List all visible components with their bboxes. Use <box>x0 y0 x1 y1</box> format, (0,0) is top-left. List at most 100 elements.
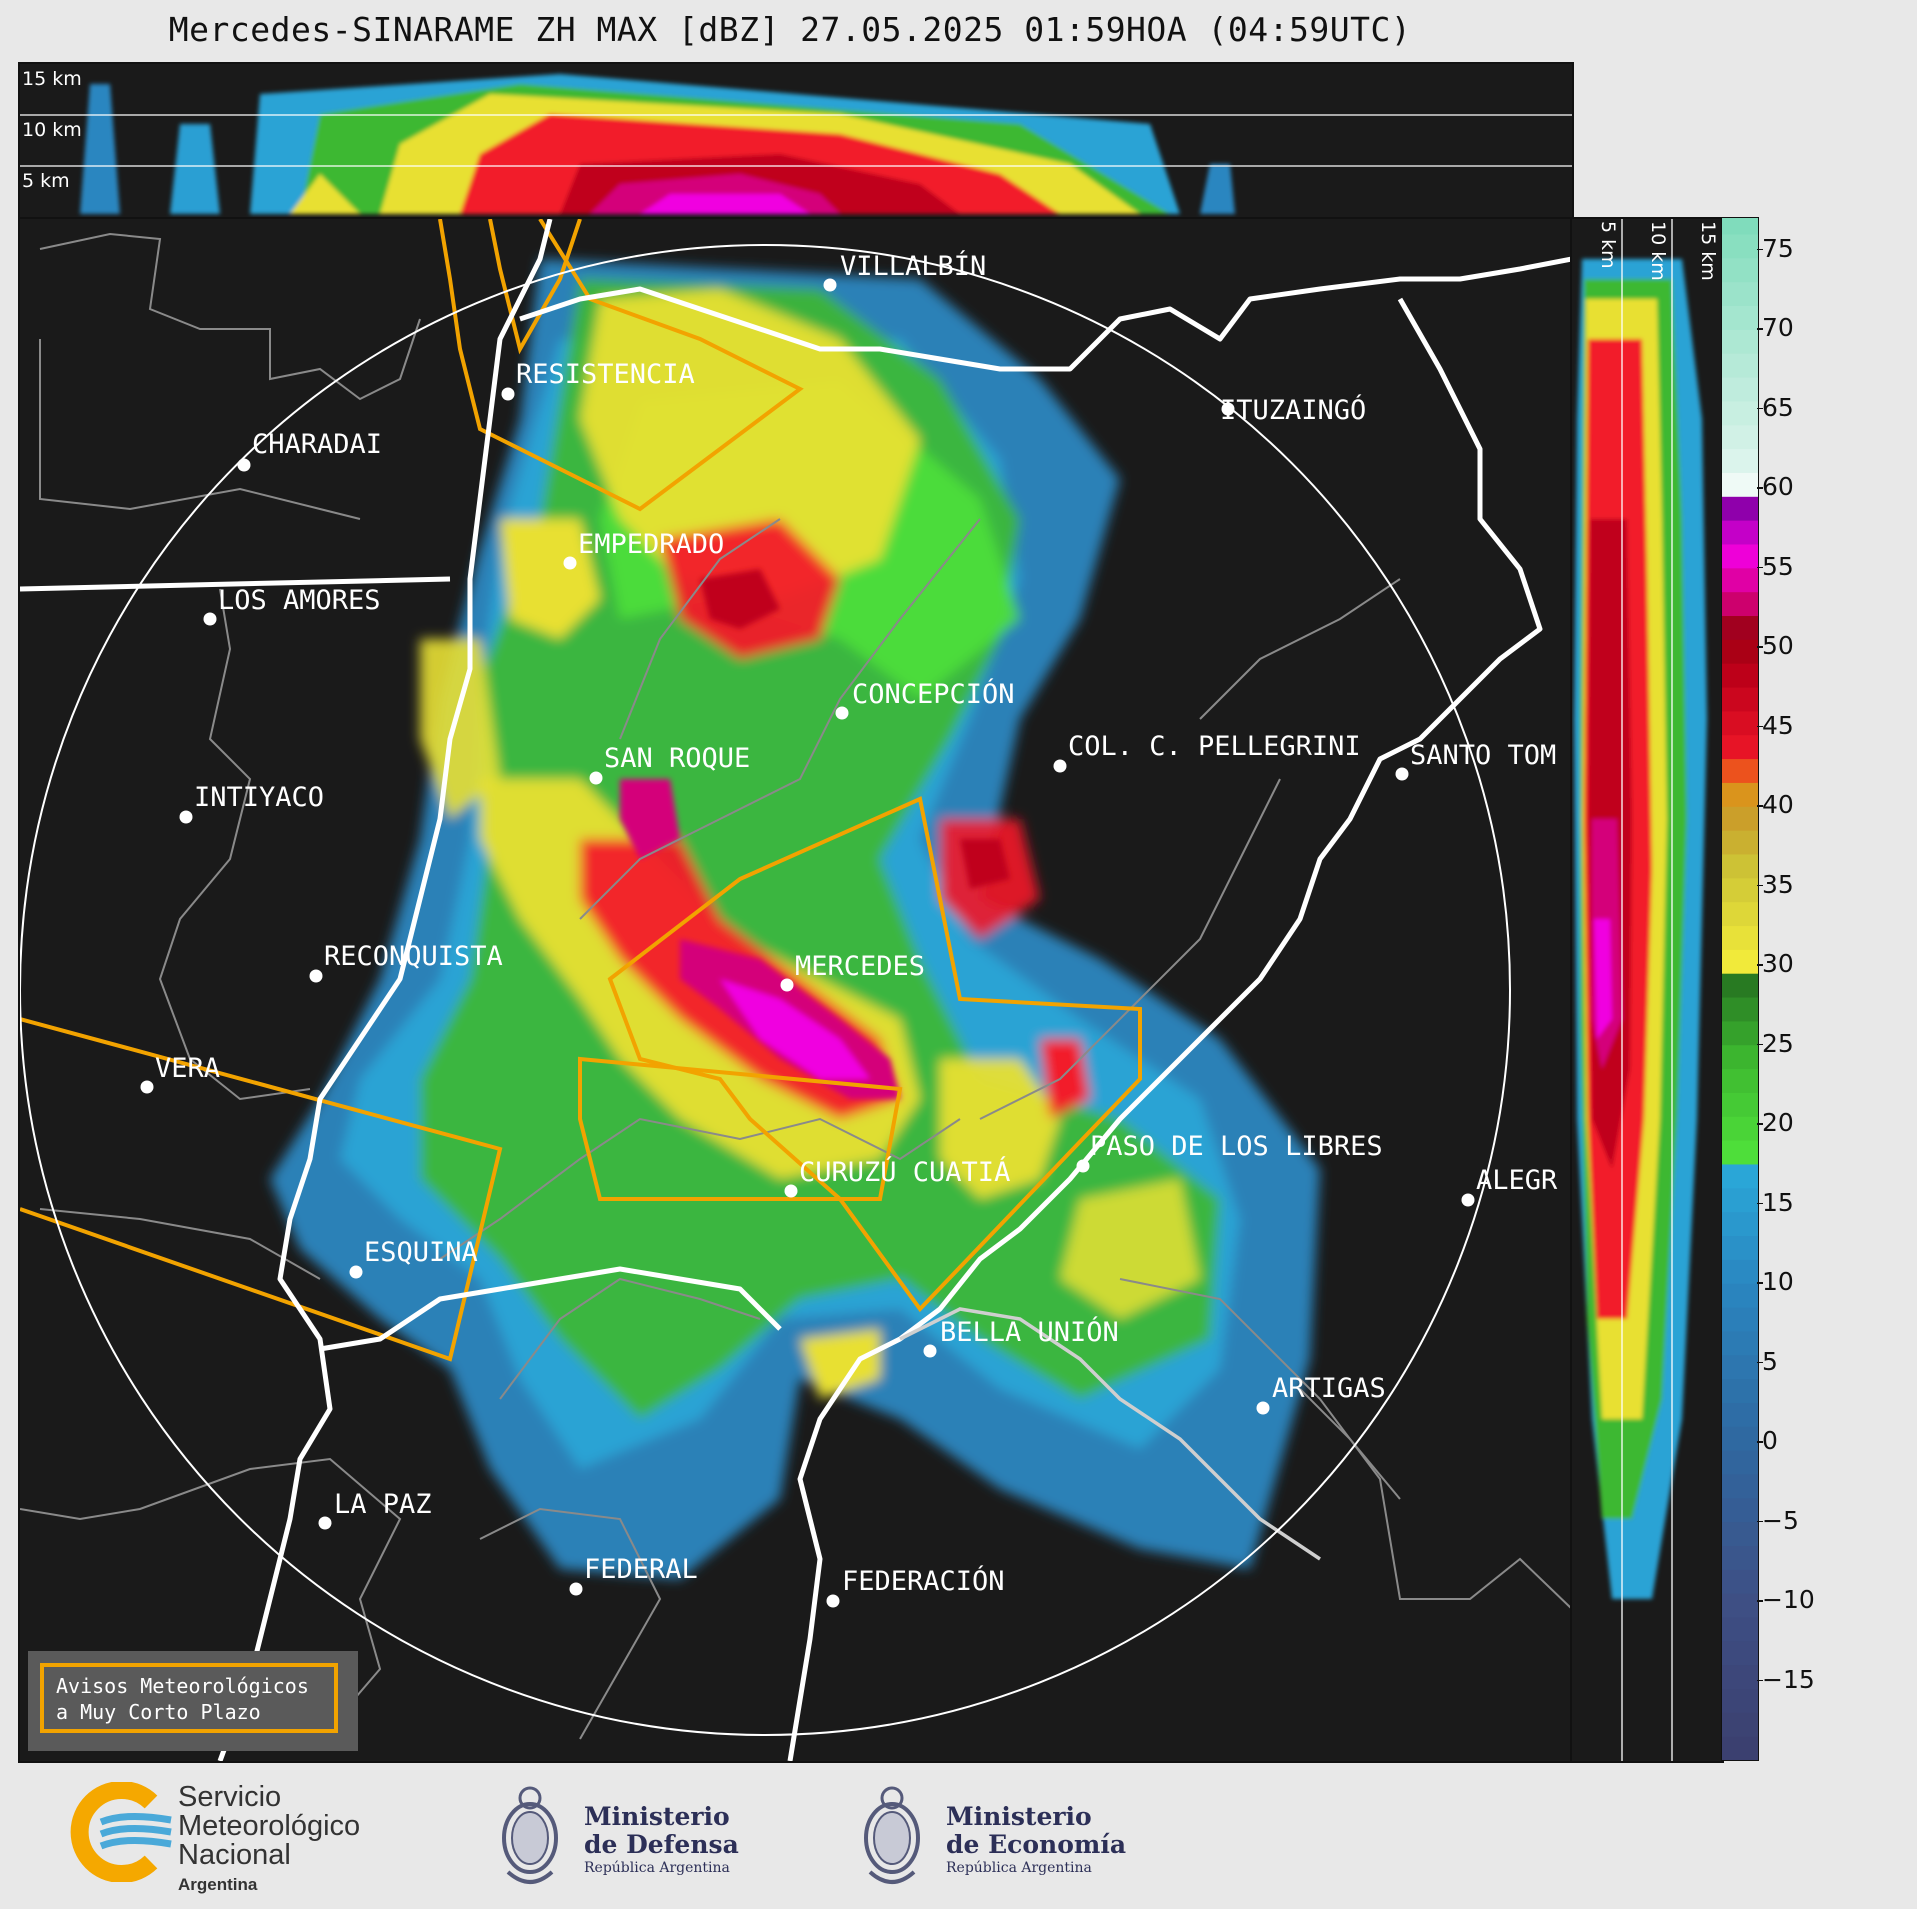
colorbar-tick-mark <box>1757 725 1763 728</box>
colorbar-segment <box>1722 1712 1758 1737</box>
city-dot-santo-tome[interactable] <box>1395 767 1409 781</box>
colorbar-tick-mark <box>1757 884 1763 887</box>
city-label-federacion: FEDERACIÓN <box>842 1565 1005 1597</box>
colorbar-segment <box>1722 1187 1758 1213</box>
radar-map[interactable]: VILLALBÍN RESISTENCIA ITUZAINGÓ CHARADAI… <box>18 217 1574 1763</box>
colorbar-segment <box>1722 281 1758 307</box>
uruguay-border <box>899 1307 1321 1561</box>
radar-map-svg[interactable]: VILLALBÍN RESISTENCIA ITUZAINGÓ CHARADAI… <box>20 219 1572 1761</box>
colorbar-segment <box>1722 1497 1758 1523</box>
city-dot-col-pellegrini[interactable] <box>1053 759 1067 773</box>
defensa-wordmark: Ministerio de Defensa República Argentin… <box>584 1803 739 1877</box>
city-label-col-pellegrini: COL. C. PELLEGRINI <box>1068 731 1361 762</box>
defensa-sub: República Argentina <box>584 1860 730 1876</box>
colorbar-tick-label: −5 <box>1762 1505 1799 1535</box>
colorbar-segment <box>1722 639 1758 664</box>
city-dot-federacion[interactable] <box>826 1594 840 1608</box>
city-dot-reconquista[interactable] <box>309 969 323 983</box>
colorbar-tick-label: 30 <box>1762 949 1794 979</box>
city-label-artigas: ARTIGAS <box>1272 1373 1386 1404</box>
right-height-profile: 5 km 10 km 15 km <box>1570 217 1724 1763</box>
city-dot-san-roque[interactable] <box>589 771 603 785</box>
economia-line2: de Economía <box>946 1830 1127 1859</box>
colorbar-segment <box>1722 1664 1758 1690</box>
colorbar-tick-label: 0 <box>1762 1426 1778 1456</box>
right-height-label-15: 15 km <box>1697 221 1719 281</box>
colorbar-tick-label: 40 <box>1762 790 1794 820</box>
colorbar-segment <box>1722 1354 1758 1380</box>
smn-line2: Meteorológico <box>178 1810 361 1842</box>
city-label-intiyaco: INTIYACO <box>194 782 324 813</box>
colorbar-tick-mark <box>1757 1123 1763 1125</box>
colorbar-tick-label: 20 <box>1762 1108 1794 1138</box>
dbz-colorbar-svg <box>1722 210 1758 1761</box>
city-dot-charadai[interactable] <box>237 458 251 472</box>
colorbar-segment <box>1722 1211 1758 1237</box>
city-dot-ituzaingo[interactable] <box>1221 402 1235 416</box>
colorbar-tick-mark <box>1757 248 1763 251</box>
city-dot-esquina[interactable] <box>349 1265 363 1279</box>
top-height-label-10: 10 km <box>22 119 82 141</box>
city-dot-bella-union[interactable] <box>923 1344 937 1358</box>
colorbar-tick-mark <box>1757 1600 1763 1602</box>
city-dot-la-paz[interactable] <box>318 1516 332 1530</box>
colorbar-segment <box>1722 1545 1758 1570</box>
city-dot-paso-de-los-libres[interactable] <box>1076 1159 1090 1173</box>
city-dot-vera[interactable] <box>140 1080 154 1094</box>
economia-wordmark: Ministerio de Economía República Argenti… <box>946 1803 1126 1877</box>
colorbar-segment <box>1722 1044 1758 1070</box>
colorbar-segment <box>1722 949 1758 974</box>
colorbar-tick-mark <box>1757 328 1763 330</box>
colorbar-segment <box>1722 830 1758 855</box>
colorbar-segment <box>1722 615 1758 640</box>
city-label-federal: FEDERAL <box>584 1554 698 1585</box>
colorbar-tick-mark <box>1757 1282 1763 1284</box>
colorbar-tick-label: −15 <box>1762 1664 1815 1694</box>
colorbar-tick-label: 10 <box>1762 1267 1794 1297</box>
colorbar-tick-label: 15 <box>1762 1187 1794 1217</box>
city-dot-concepcion[interactable] <box>835 706 849 720</box>
national-borders <box>20 219 1572 1761</box>
colorbar-segment <box>1722 925 1758 950</box>
defensa-line2: de Defensa <box>584 1830 739 1859</box>
city-label-charadai: CHARADAI <box>252 429 382 460</box>
city-dot-intiyaco[interactable] <box>179 810 193 824</box>
colorbar-segment <box>1722 1426 1758 1451</box>
colorbar-segment <box>1722 210 1758 235</box>
city-dot-resistencia[interactable] <box>501 387 515 401</box>
colorbar-segment <box>1722 686 1758 712</box>
colorbar-segment <box>1722 1068 1758 1093</box>
colorbar-tick-label: 70 <box>1762 313 1794 343</box>
colorbar-segment <box>1722 472 1758 497</box>
city-dot-alegrete[interactable] <box>1461 1193 1475 1207</box>
economia-line1: Ministerio <box>946 1802 1092 1831</box>
smn-line1: Servicio <box>178 1781 282 1813</box>
city-label-san-roque: SAN ROQUE <box>604 743 750 774</box>
city-dot-federal[interactable] <box>569 1582 583 1596</box>
defensa-coat-of-arms-icon <box>502 1786 558 1884</box>
colorbar-segment <box>1722 424 1758 450</box>
city-markers[interactable]: VILLALBÍN RESISTENCIA ITUZAINGÓ CHARADAI… <box>140 250 1559 1608</box>
colorbar-tick-mark <box>1757 1202 1763 1205</box>
city-dot-los-amores[interactable] <box>203 612 217 626</box>
colorbar-tick-mark <box>1757 964 1763 966</box>
colorbar-tick-label: 75 <box>1762 233 1794 263</box>
warnings-legend-frame[interactable]: Avisos Meteorológicos a Muy Corto Plazo <box>40 1663 338 1733</box>
map-title: Mercedes-SINARAME ZH MAX [dBZ] 27.05.202… <box>168 10 1412 49</box>
colorbar-segment <box>1722 1140 1758 1165</box>
colorbar-segment <box>1722 543 1758 569</box>
city-dot-artigas[interactable] <box>1256 1401 1270 1415</box>
city-dot-empedrado[interactable] <box>563 556 577 570</box>
city-dot-curuzu-cuatia[interactable] <box>784 1184 798 1198</box>
colorbar-tick-label: 5 <box>1762 1346 1778 1376</box>
city-label-vera: VERA <box>155 1053 220 1084</box>
top-height-profile: 15 km 10 km 5 km <box>18 62 1574 222</box>
colorbar-segment <box>1722 1640 1758 1666</box>
colorbar-segment <box>1722 376 1758 402</box>
colorbar-segment <box>1722 233 1758 259</box>
city-dot-villalbin[interactable] <box>823 278 837 292</box>
warnings-legend[interactable]: Avisos Meteorológicos a Muy Corto Plazo <box>28 1651 358 1751</box>
city-label-paso-de-los-libres: PASO DE LOS LIBRES <box>1090 1131 1383 1162</box>
warning-polygons[interactable] <box>20 219 1142 1362</box>
city-dot-mercedes[interactable] <box>780 978 794 992</box>
